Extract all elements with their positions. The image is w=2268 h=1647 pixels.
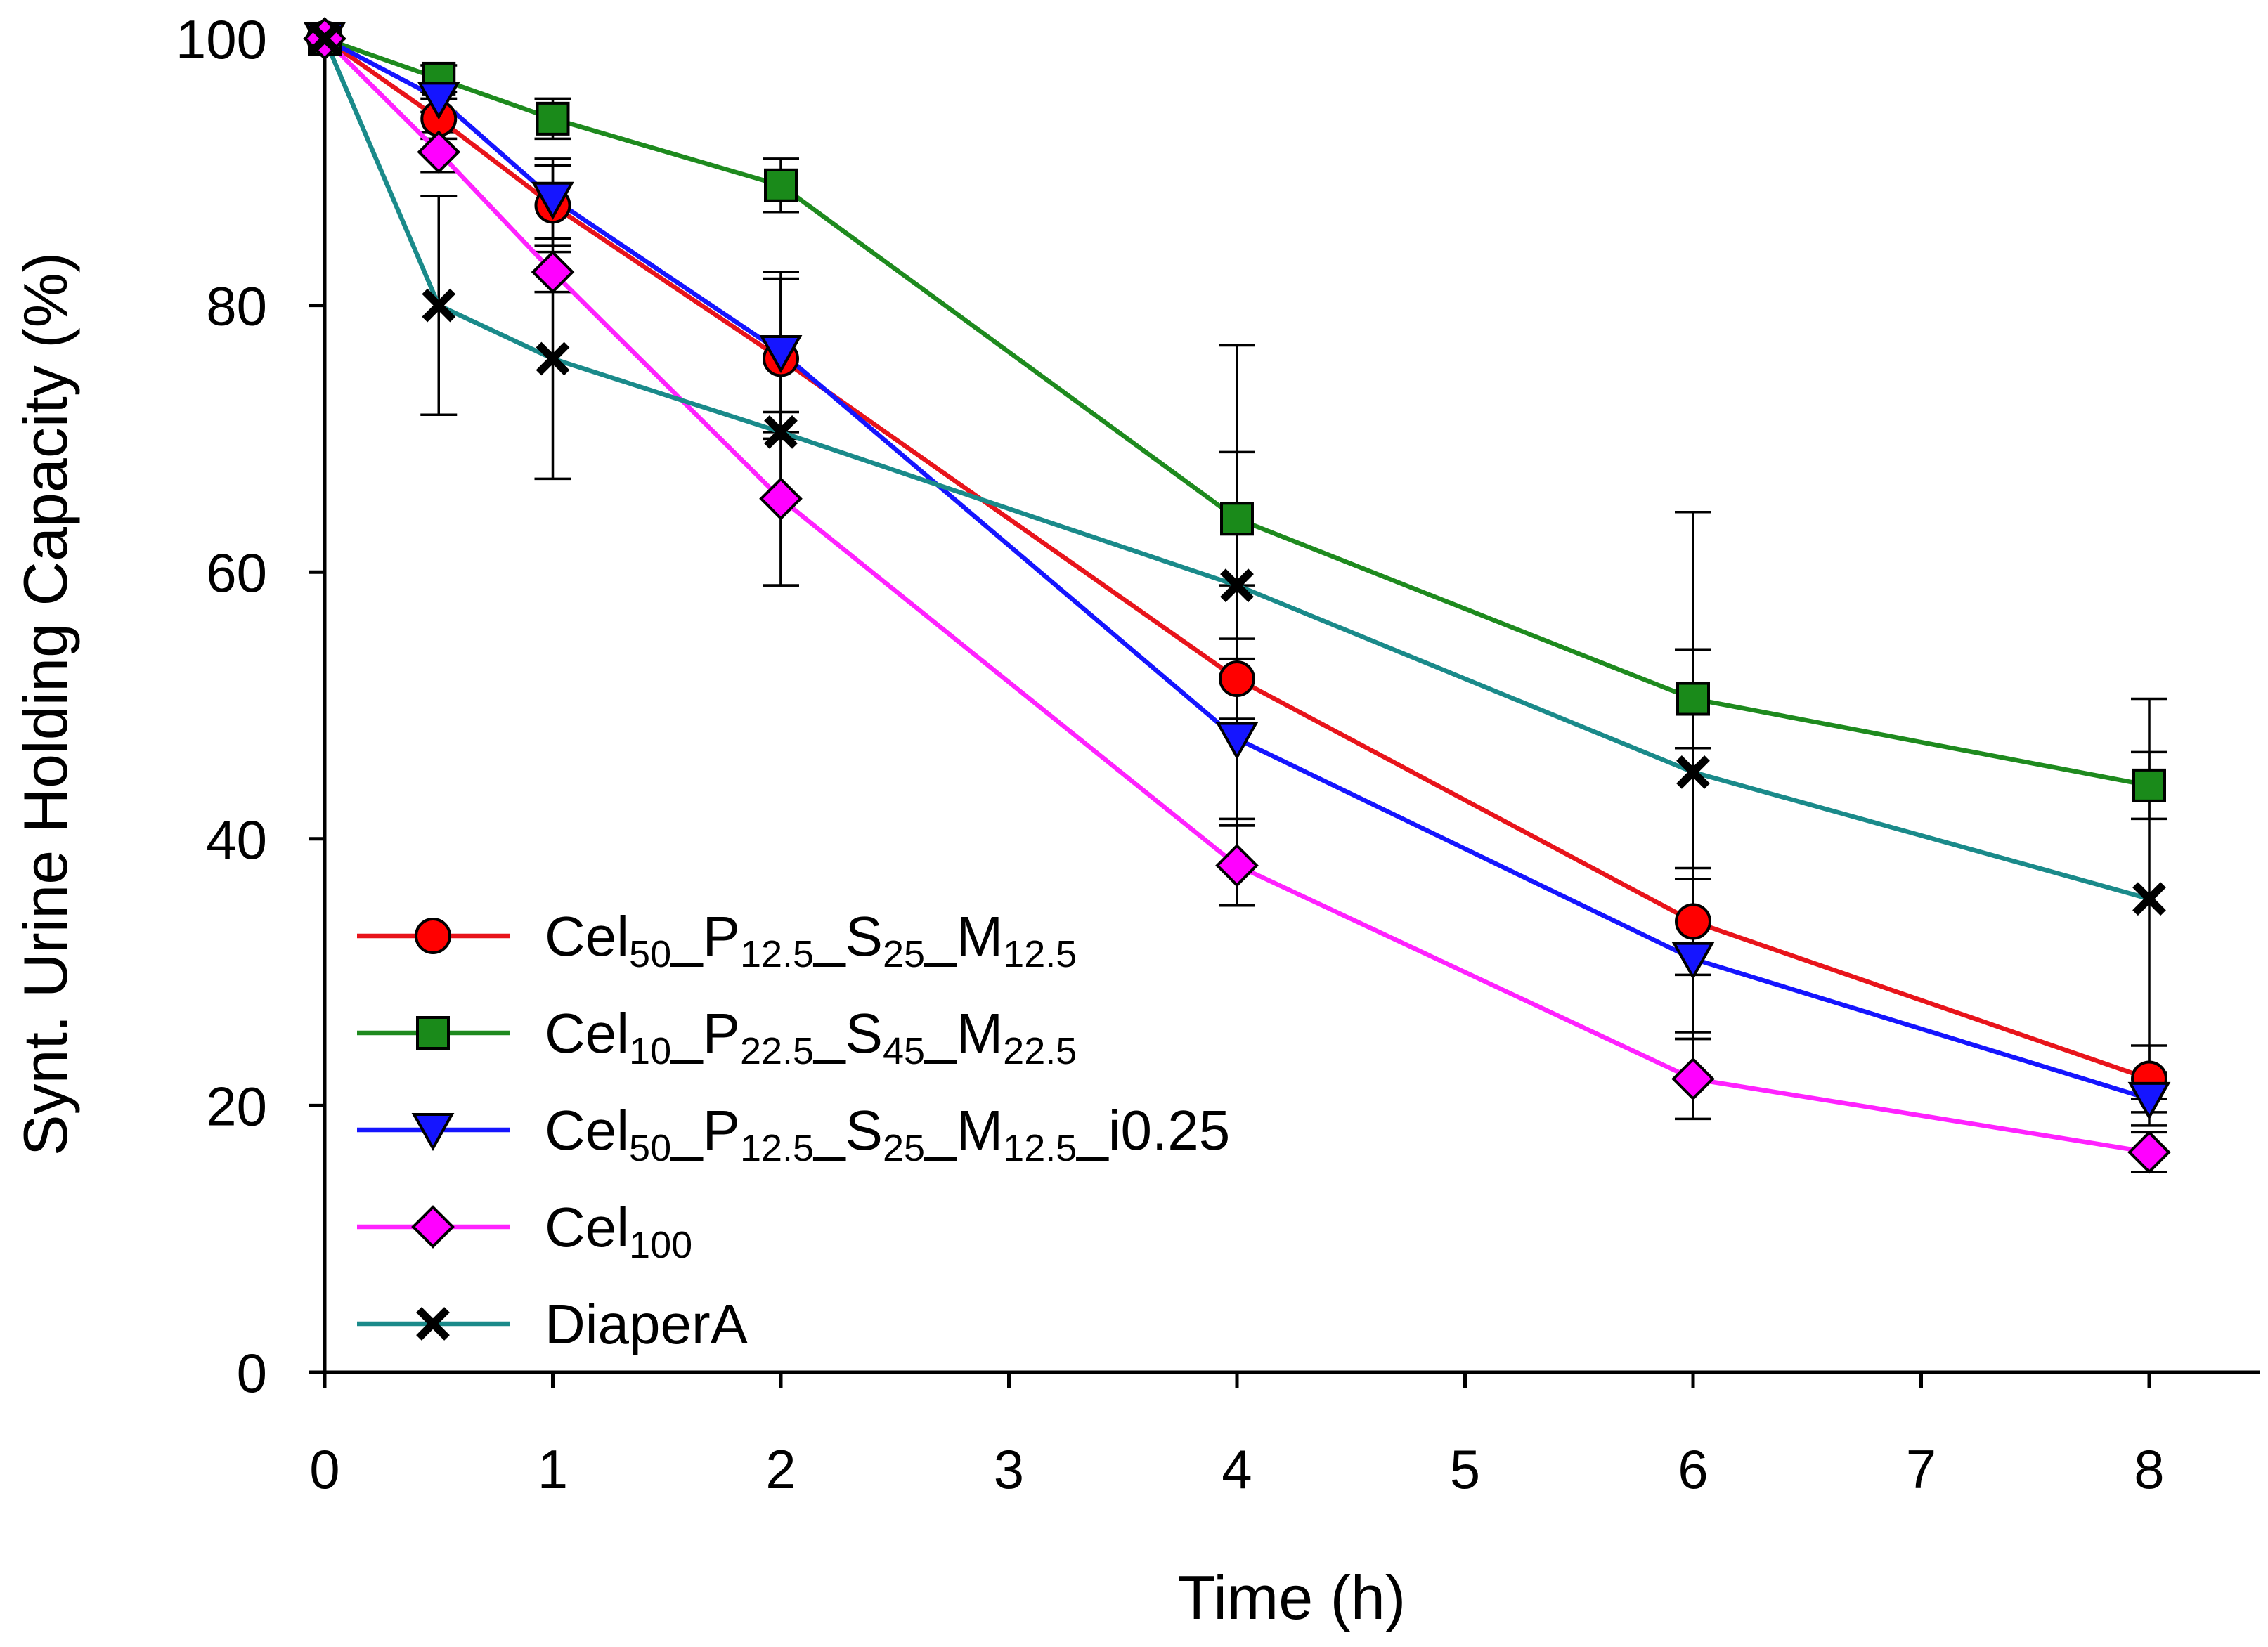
y-tick-label-40: 40: [206, 809, 267, 871]
legend-entry-diapera: DiaperA: [357, 1293, 749, 1355]
legend-label-cel50-p12-5-s25-m12-5: Cel50_P12.5_S25_M12.5: [545, 905, 1077, 975]
y-axis-title: Synt. Urine Holding Capacity (%): [11, 252, 80, 1156]
cel100-point-3: [759, 476, 803, 521]
diapera-point-4: [1220, 568, 1254, 603]
legend-marker-cel50-p12-5-s25-m12-5-i0-25: [411, 1113, 455, 1152]
diapera-point-0: [308, 22, 342, 56]
cel100-point-1: [417, 130, 461, 174]
legend-marker-cel10-p22-5-s45-m22-5: [416, 1016, 450, 1050]
diapera-point-5: [1676, 755, 1710, 789]
legend-marker-diapera: [416, 1307, 450, 1341]
y-tick-label-100: 100: [176, 8, 267, 70]
cel100-point-2: [531, 250, 575, 294]
x-tick-label-2: 2: [765, 1438, 796, 1500]
legend-marker-cel100: [411, 1205, 455, 1249]
legend-label-diapera: DiaperA: [545, 1293, 749, 1355]
axes: [323, 37, 2260, 1374]
cel10-p22-5-s45-m22-5-point-3: [764, 168, 798, 202]
x-axis-title: Time (h): [1178, 1563, 1406, 1632]
series-markers: [303, 17, 2171, 1174]
cel100-point-4: [1215, 843, 1259, 887]
legend: Cel50_P12.5_S25_M12.5 Cel10_P22.5_S45_M22…: [357, 905, 1230, 1355]
cel100-point-5: [1671, 1057, 1715, 1101]
cel10-p22-5-s45-m22-5-point-5: [1676, 682, 1710, 716]
y-tick-label-60: 60: [206, 542, 267, 604]
x-tick-label-6: 6: [1678, 1438, 1708, 1500]
cel50-p12-5-s25-m12-5-i0-25-point-5: [1671, 942, 1715, 980]
legend-entry-cel50-p12-5-s25-m12-5-i0-25: Cel50_P12.5_S25_M12.5_i0.25: [357, 1099, 1230, 1169]
y-tick-label-0: 0: [237, 1342, 267, 1404]
y-tick-label-20: 20: [206, 1075, 267, 1137]
cel50-p12-5-s25-m12-5-point-5: [1675, 903, 1711, 940]
diapera-point-2: [536, 341, 570, 376]
diapera-point-1: [422, 288, 456, 323]
cel100-point-6: [2127, 1131, 2171, 1174]
cel50-p12-5-s25-m12-5-i0-25-point-3: [759, 335, 803, 374]
x-tick-label-7: 7: [1906, 1438, 1936, 1500]
legend-entry-cel10-p22-5-s45-m22-5: Cel10_P22.5_S45_M22.5: [357, 1002, 1077, 1072]
cel10-p22-5-s45-m22-5-point-6: [2132, 768, 2166, 802]
cel10-p22-5-s45-m22-5-point-2: [536, 101, 570, 136]
cel50-p12-5-s25-m12-5-i0-25-point-1: [417, 82, 460, 120]
diapera-point-3: [764, 415, 798, 449]
legend-marker-cel50-p12-5-s25-m12-5: [415, 918, 451, 954]
x-tick-label-1: 1: [538, 1438, 568, 1500]
legend-entry-cel100: Cel100: [357, 1196, 692, 1266]
x-tick-label-3: 3: [994, 1438, 1024, 1500]
legend-label-cel100: Cel100: [545, 1196, 692, 1266]
x-tick-label-4: 4: [1222, 1438, 1252, 1500]
cel50-p12-5-s25-m12-5-i0-25-point-6: [2127, 1081, 2171, 1120]
cel50-p12-5-s25-m12-5-i0-25-point-2: [531, 181, 574, 220]
legend-entry-cel50-p12-5-s25-m12-5: Cel50_P12.5_S25_M12.5: [357, 905, 1077, 975]
y-tick-label-80: 80: [206, 275, 267, 337]
legend-label-cel50-p12-5-s25-m12-5-i0-25: Cel50_P12.5_S25_M12.5_i0.25: [545, 1099, 1230, 1169]
x-tick-label-8: 8: [2134, 1438, 2164, 1500]
x-tick-label-5: 5: [1450, 1438, 1480, 1500]
cel50-p12-5-s25-m12-5-point-4: [1219, 660, 1255, 698]
x-tick-label-0: 0: [309, 1438, 339, 1500]
diapera-point-6: [2132, 882, 2166, 916]
legend-label-cel10-p22-5-s45-m22-5: Cel10_P22.5_S45_M22.5: [545, 1002, 1077, 1072]
cel10-p22-5-s45-m22-5-point-4: [1220, 502, 1254, 536]
cel50-p12-5-s25-m12-5-i0-25-point-4: [1215, 722, 1259, 760]
